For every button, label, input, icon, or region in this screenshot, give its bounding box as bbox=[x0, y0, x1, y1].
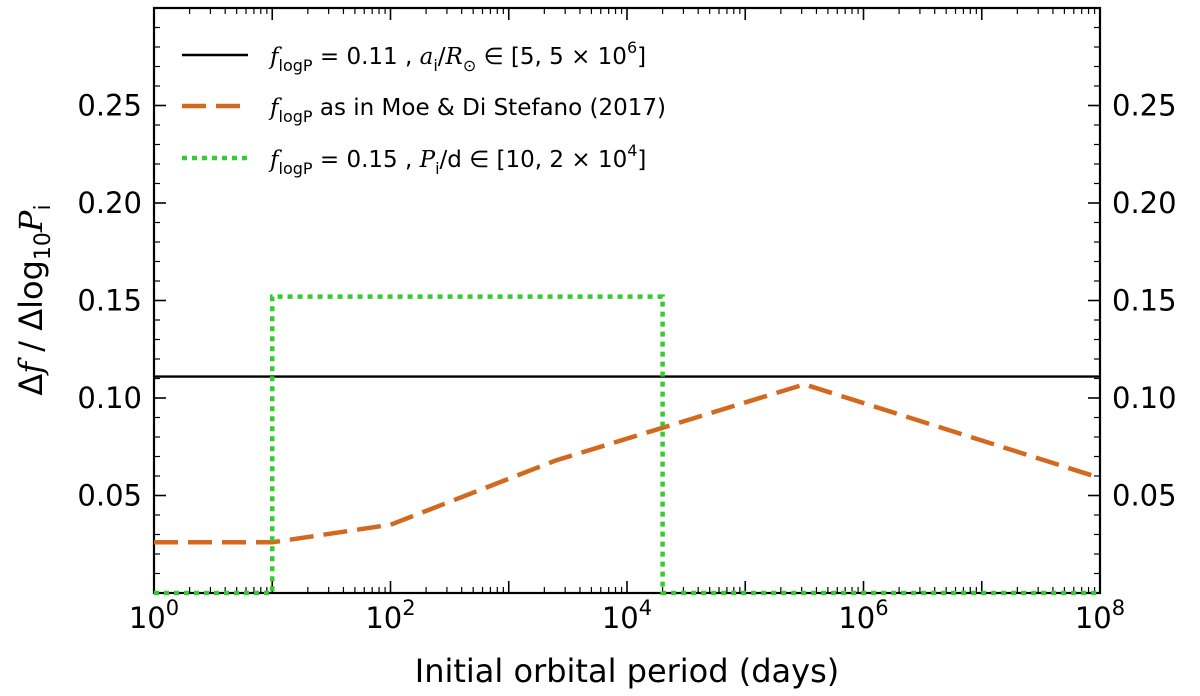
y-tick-label: 0.20 bbox=[77, 186, 142, 220]
x-tick-label: 106 bbox=[838, 596, 888, 635]
y-tick-labels-left: 0.05 0.10 0.15 0.20 0.25 bbox=[77, 89, 142, 513]
y-tick-label-right: 0.05 bbox=[1112, 479, 1177, 513]
legend: flogP = 0.11 , ai/R⊙ ∈ [5, 5 × 106] flog… bbox=[182, 38, 666, 178]
legend-entry-1: flogP as in Moe & Di Stefano (2017) bbox=[268, 95, 666, 126]
y-tick-label-right: 0.10 bbox=[1112, 381, 1177, 415]
x-axis-label: Initial orbital period (days) bbox=[415, 652, 839, 690]
y-tick-label: 0.10 bbox=[77, 381, 142, 415]
series-line-dotted bbox=[154, 294, 1100, 596]
series-layer bbox=[154, 294, 1101, 596]
legend-entry-2: flogP = 0.15 , Pi/d ∈ [10, 2 × 104] bbox=[268, 141, 646, 178]
y-axis-label: Δf / Δlog10Pi bbox=[12, 204, 56, 395]
x-tick-label: 108 bbox=[1075, 596, 1125, 635]
x-tick-labels: 100 102 104 106 108 bbox=[129, 596, 1125, 635]
y-tick-label-right: 0.20 bbox=[1112, 186, 1177, 220]
x-tick-label: 104 bbox=[602, 596, 652, 635]
x-tick-label: 100 bbox=[129, 596, 179, 635]
y-tick-label: 0.15 bbox=[77, 284, 142, 318]
y-tick-label-right: 0.25 bbox=[1112, 89, 1177, 123]
series-line-dashed bbox=[154, 381, 1101, 545]
y-tick-labels-right: 0.05 0.10 0.15 0.20 0.25 bbox=[1112, 89, 1177, 513]
y-tick-label: 0.05 bbox=[77, 479, 142, 513]
x-tick-label: 102 bbox=[365, 596, 415, 635]
y-tick-label-right: 0.15 bbox=[1112, 284, 1177, 318]
legend-entry-0: flogP = 0.11 , ai/R⊙ ∈ [5, 5 × 106] bbox=[268, 38, 646, 75]
y-tick-label: 0.25 bbox=[77, 89, 142, 123]
axis-ticks bbox=[153, 8, 1101, 593]
